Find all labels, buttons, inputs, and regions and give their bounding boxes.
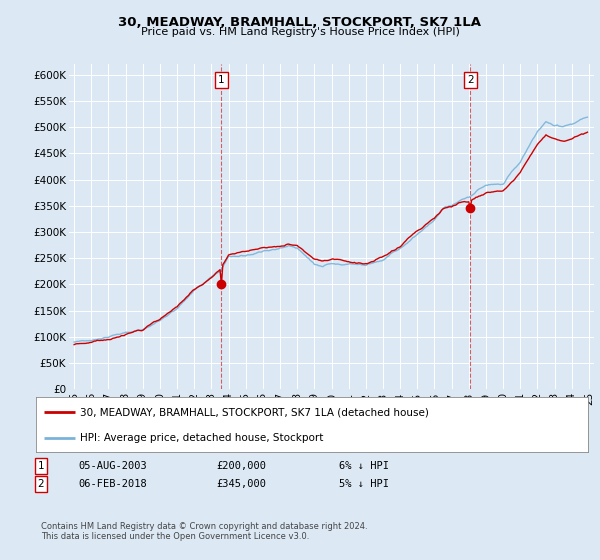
- Text: 1: 1: [37, 461, 44, 471]
- Text: 06-FEB-2018: 06-FEB-2018: [78, 479, 147, 489]
- Text: 2: 2: [467, 75, 473, 85]
- Text: 6% ↓ HPI: 6% ↓ HPI: [339, 461, 389, 471]
- Text: 30, MEADWAY, BRAMHALL, STOCKPORT, SK7 1LA: 30, MEADWAY, BRAMHALL, STOCKPORT, SK7 1L…: [119, 16, 482, 29]
- Text: HPI: Average price, detached house, Stockport: HPI: Average price, detached house, Stoc…: [80, 433, 323, 443]
- Text: 30, MEADWAY, BRAMHALL, STOCKPORT, SK7 1LA (detached house): 30, MEADWAY, BRAMHALL, STOCKPORT, SK7 1L…: [80, 408, 429, 417]
- Text: 1: 1: [218, 75, 224, 85]
- Text: £345,000: £345,000: [216, 479, 266, 489]
- Text: £200,000: £200,000: [216, 461, 266, 471]
- Text: 2: 2: [37, 479, 44, 489]
- Text: 05-AUG-2003: 05-AUG-2003: [78, 461, 147, 471]
- Text: Price paid vs. HM Land Registry's House Price Index (HPI): Price paid vs. HM Land Registry's House …: [140, 27, 460, 37]
- Text: Contains HM Land Registry data © Crown copyright and database right 2024.
This d: Contains HM Land Registry data © Crown c…: [41, 522, 367, 542]
- Text: 5% ↓ HPI: 5% ↓ HPI: [339, 479, 389, 489]
